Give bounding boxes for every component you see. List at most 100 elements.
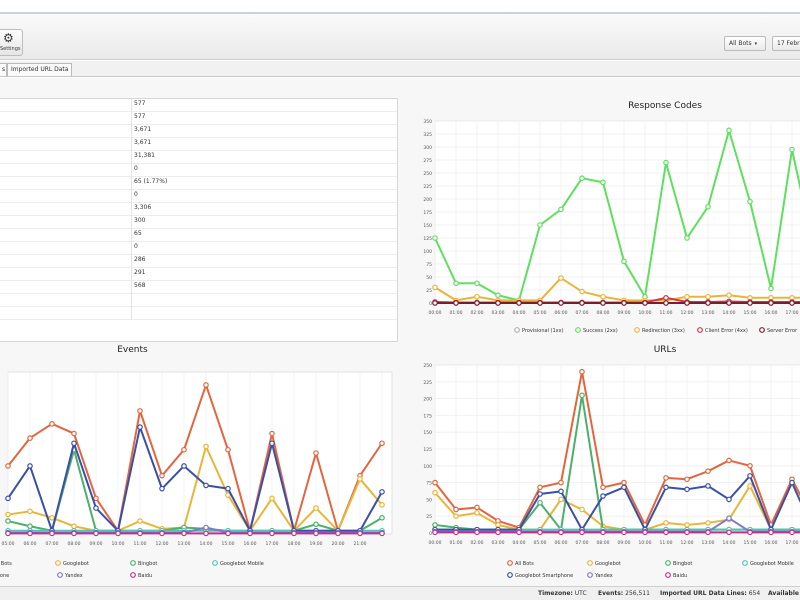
bot-filter-label: All Bots xyxy=(729,40,752,47)
events-chart: 05:00 06:00 07:00 08:00 09:00 10:00 11:00 12:00… xyxy=(0,371,393,579)
y-tick-label: 100 xyxy=(423,464,432,470)
x-tick-label: 17:00 xyxy=(786,310,799,316)
x-tick-label: 11:00 xyxy=(660,540,673,546)
window-top-border xyxy=(0,12,800,14)
data-point xyxy=(768,529,774,536)
data-point xyxy=(71,530,77,537)
y-tick-label: 200 xyxy=(423,397,432,403)
table-row xyxy=(0,307,397,320)
date-range-picker[interactable]: 17 Febr xyxy=(772,36,800,51)
y-tick-label: 25 xyxy=(426,288,432,294)
legend-entry: Bingbot xyxy=(673,561,692,567)
data-point xyxy=(621,484,627,491)
data-point xyxy=(93,505,99,511)
data-point xyxy=(379,489,385,495)
data-point xyxy=(313,530,319,537)
data-point xyxy=(159,472,165,479)
data-point xyxy=(663,295,669,301)
date-label: 17 Febr xyxy=(777,40,800,47)
data-point xyxy=(453,300,459,306)
data-point xyxy=(705,520,711,526)
data-point xyxy=(432,300,438,306)
x-tick-label: 11:00 xyxy=(660,310,673,316)
data-point xyxy=(71,523,77,530)
data-point xyxy=(474,280,480,287)
legend-marker xyxy=(665,572,671,578)
data-point xyxy=(432,284,438,291)
y-tick-label: 0 xyxy=(429,531,432,537)
data-point xyxy=(747,198,753,205)
data-point xyxy=(137,518,143,524)
timezone-value: UTC xyxy=(574,590,587,597)
data-point xyxy=(93,495,99,502)
summary-value: 291 xyxy=(134,269,146,276)
series-line xyxy=(7,445,383,532)
x-tick-label: 01:00 xyxy=(450,540,463,546)
settings-label: Settings xyxy=(0,46,21,52)
x-tick-label: 08:00 xyxy=(597,310,610,316)
tab-bar: s Imported URL Data xyxy=(0,61,800,77)
table-row: 291 xyxy=(0,268,397,281)
x-tick-label: 18:00 xyxy=(288,541,301,547)
plot-area xyxy=(7,371,393,535)
data-point xyxy=(432,522,438,528)
data-point xyxy=(181,530,187,537)
data-point xyxy=(579,392,585,399)
window-top-strip xyxy=(0,0,800,12)
x-tick-label: 15:00 xyxy=(222,541,235,547)
table-row: 3,671 xyxy=(0,125,397,138)
data-point xyxy=(789,300,795,306)
data-point xyxy=(453,513,459,520)
data-point xyxy=(137,424,143,430)
data-point xyxy=(474,510,480,516)
data-point xyxy=(5,511,11,518)
tab-imported-url-data[interactable]: Imported URL Data xyxy=(7,63,73,76)
data-point xyxy=(432,479,438,486)
imported-value: 654 xyxy=(748,590,761,597)
summary-value: 31,381 xyxy=(134,152,155,159)
table-row: 577 xyxy=(0,112,397,125)
bot-filter-dropdown[interactable]: All Bots ▾ xyxy=(724,36,766,51)
data-point xyxy=(684,476,690,483)
x-tick-label: 02:00 xyxy=(471,540,484,546)
legend-entry: Googlebot Mobile xyxy=(750,561,794,567)
y-tick-label: 75 xyxy=(426,481,432,487)
data-point xyxy=(747,463,753,469)
data-point xyxy=(663,300,669,306)
legend-marker xyxy=(759,327,765,333)
data-point xyxy=(516,529,522,536)
legend-entry: Googlebot Mobile xyxy=(220,561,264,567)
data-point xyxy=(203,530,209,537)
data-point xyxy=(663,475,669,481)
urls-chart: 0 25 50 75 100 125 150 175 200 225 250 00:00 01:00 02… xyxy=(423,363,800,579)
summary-value: 3,671 xyxy=(134,126,152,133)
data-point xyxy=(49,515,55,521)
summary-value: 3,306 xyxy=(134,204,152,211)
data-point xyxy=(684,529,690,536)
data-point xyxy=(495,292,501,299)
data-point xyxy=(726,457,732,464)
x-tick-label: 09:00 xyxy=(618,310,631,316)
available-label: Available xyxy=(768,590,799,597)
x-tick-label: 06:00 xyxy=(555,310,568,316)
data-point xyxy=(684,486,690,493)
data-point xyxy=(621,529,627,536)
y-tick-label: 75 xyxy=(426,262,432,268)
data-point xyxy=(579,506,585,513)
data-point xyxy=(159,530,165,537)
table-row: 31,381 xyxy=(0,151,397,164)
data-point xyxy=(726,529,732,536)
data-point xyxy=(621,300,627,306)
y-tick-label: 100 xyxy=(423,249,432,255)
data-point xyxy=(516,300,522,306)
events-title: Events xyxy=(117,345,148,355)
data-point xyxy=(474,300,480,306)
settings-button[interactable]: ⚙ Settings xyxy=(0,29,23,56)
data-point xyxy=(203,524,209,531)
tab-overview[interactable]: s xyxy=(0,63,7,76)
x-tick-label: 09:00 xyxy=(90,541,103,547)
y-tick-label: 275 xyxy=(423,158,432,164)
table-row: 300 xyxy=(0,216,397,229)
data-point xyxy=(432,489,438,496)
legend-marker xyxy=(57,572,63,578)
